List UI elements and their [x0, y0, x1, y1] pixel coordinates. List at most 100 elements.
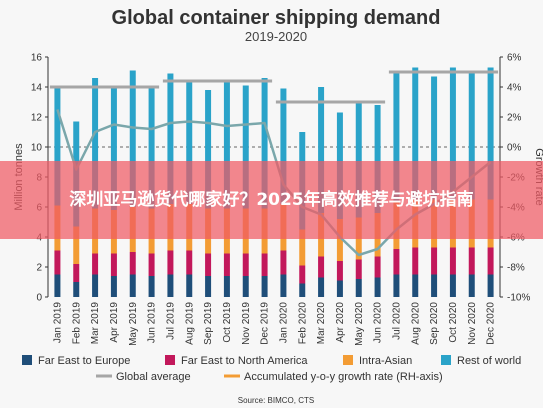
legend-label-5: Accumulated y-o-y growth rate (RH-axis): [244, 371, 443, 383]
legend-label-3: Rest of world: [457, 355, 521, 367]
bar-far-east-to-europe-16: [355, 279, 362, 297]
x-tick-label-16: May 2020: [354, 302, 365, 346]
legend-label-2: Intra-Asian: [359, 355, 412, 367]
bar-rest-of-world-14: [318, 87, 325, 213]
y2-tick-label-1: 4%: [507, 83, 522, 94]
bar-far-east-to-north-america-16: [355, 259, 362, 279]
bar-far-east-to-europe-9: [223, 276, 230, 297]
x-tick-label-17: Jun 2020: [373, 302, 384, 344]
bar-rest-of-world-21: [449, 67, 456, 200]
x-tick-label-6: Jul 2019: [165, 302, 176, 340]
x-tick-label-12: Jan 2020: [278, 302, 289, 344]
bar-far-east-to-europe-12: [280, 274, 287, 297]
bar-far-east-to-europe-4: [129, 274, 136, 297]
bar-rest-of-world-12: [280, 88, 287, 204]
x-tick-label-9: Oct 2019: [222, 302, 233, 343]
legend-swatch-2: [343, 355, 353, 365]
bar-rest-of-world-6: [167, 73, 174, 204]
bar-rest-of-world-10: [242, 85, 249, 209]
x-tick-label-7: Aug 2019: [184, 302, 195, 345]
bar-far-east-to-north-america-5: [148, 253, 155, 276]
x-tick-label-0: Jan 2019: [52, 302, 63, 344]
bar-far-east-to-europe-20: [431, 274, 438, 297]
y2-tick-label-3: 0%: [507, 143, 522, 154]
bar-rest-of-world-5: [148, 87, 155, 209]
y2-tick-label-8: -10%: [507, 293, 530, 304]
bar-rest-of-world-7: [186, 81, 193, 204]
bar-rest-of-world-2: [92, 78, 99, 209]
bar-intra-asian-15: [336, 219, 343, 261]
y-tick-label-16: 16: [31, 53, 43, 64]
bar-far-east-to-north-america-3: [110, 253, 117, 276]
bar-far-east-to-north-america-0: [54, 250, 61, 275]
x-tick-label-2: Mar 2019: [90, 302, 101, 345]
legend-label-4: Global average: [116, 371, 191, 383]
x-tick-label-11: Dec 2019: [260, 302, 271, 345]
bar-rest-of-world-17: [374, 105, 381, 213]
bar-rest-of-world-11: [261, 78, 268, 209]
bar-far-east-to-north-america-21: [449, 247, 456, 275]
bar-far-east-to-europe-5: [148, 276, 155, 297]
y-tick-label-10: 10: [31, 143, 43, 154]
bar-far-east-to-north-america-2: [92, 253, 99, 275]
x-tick-label-23: Dec 2020: [486, 302, 497, 345]
legend: Far East to Europe Far East to North Amer…: [22, 355, 521, 383]
bar-far-east-to-europe-19: [412, 274, 419, 297]
bar-far-east-to-north-america-22: [468, 247, 475, 275]
chart-title: Global container shipping demand: [112, 7, 441, 29]
y2-tick-label-0: 6%: [507, 53, 522, 64]
chart-subtitle: 2019-2020: [245, 29, 307, 44]
bar-far-east-to-north-america-9: [223, 253, 230, 276]
bar-rest-of-world-16: [355, 100, 362, 218]
y-tick-label-0: 0: [36, 293, 42, 304]
x-tick-label-22: Nov 2020: [467, 302, 478, 345]
bar-intra-asian-13: [299, 229, 306, 266]
bar-far-east-to-europe-11: [261, 276, 268, 297]
bar-far-east-to-europe-10: [242, 276, 249, 297]
y2-tick-label-2: 2%: [507, 113, 522, 124]
bar-rest-of-world-0: [54, 88, 61, 206]
legend-swatch-1: [165, 355, 175, 365]
legend-swatch-0: [22, 355, 32, 365]
bar-far-east-to-europe-8: [205, 276, 212, 297]
y-tick-label-12: 12: [31, 113, 43, 124]
legend-label-0: Far East to Europe: [38, 355, 130, 367]
bar-far-east-to-europe-2: [92, 274, 99, 297]
x-tick-label-8: Sep 2019: [203, 302, 214, 345]
x-tick-label-14: Mar 2020: [316, 302, 327, 345]
y2-tick-label-7: -8%: [507, 263, 525, 274]
bar-far-east-to-europe-3: [110, 276, 117, 297]
bar-far-east-to-north-america-7: [186, 250, 193, 275]
bar-far-east-to-north-america-13: [299, 265, 306, 284]
bar-far-east-to-europe-6: [167, 274, 174, 297]
legend-swatch-3: [441, 355, 451, 365]
bar-far-east-to-north-america-4: [129, 252, 136, 275]
bar-far-east-to-europe-15: [336, 280, 343, 297]
bar-far-east-to-europe-7: [186, 274, 193, 297]
bar-far-east-to-north-america-12: [280, 250, 287, 275]
bar-far-east-to-north-america-19: [412, 247, 419, 275]
legend-label-1: Far East to North America: [181, 355, 308, 367]
bar-rest-of-world-4: [129, 70, 136, 207]
bar-rest-of-world-9: [223, 79, 230, 209]
bar-far-east-to-north-america-10: [242, 253, 249, 276]
x-tick-label-15: Apr 2020: [335, 302, 346, 343]
x-tick-label-4: May 2019: [128, 302, 139, 346]
y-tick-label-2: 2: [36, 263, 42, 274]
y-tick-label-14: 14: [31, 83, 43, 94]
bar-far-east-to-north-america-18: [393, 249, 400, 275]
x-tick-label-19: Aug 2020: [410, 302, 421, 345]
bar-far-east-to-europe-14: [318, 277, 325, 297]
x-tick-label-18: Jul 2020: [391, 302, 402, 340]
bar-rest-of-world-20: [431, 76, 438, 200]
promo-banner-text: 深圳亚马逊货代哪家好？2025年高效推荐与避坑指南: [69, 190, 474, 210]
bar-far-east-to-europe-1: [73, 282, 80, 297]
bar-far-east-to-europe-17: [374, 277, 381, 297]
x-tick-label-10: Nov 2019: [241, 302, 252, 345]
bar-far-east-to-europe-13: [299, 283, 306, 297]
bar-far-east-to-north-america-23: [487, 247, 494, 275]
bar-rest-of-world-3: [110, 85, 117, 210]
x-tick-label-20: Sep 2020: [429, 302, 440, 345]
source-note: Source: BIMCO, CTS: [238, 396, 314, 405]
x-tick-label-1: Feb 2019: [71, 302, 82, 345]
